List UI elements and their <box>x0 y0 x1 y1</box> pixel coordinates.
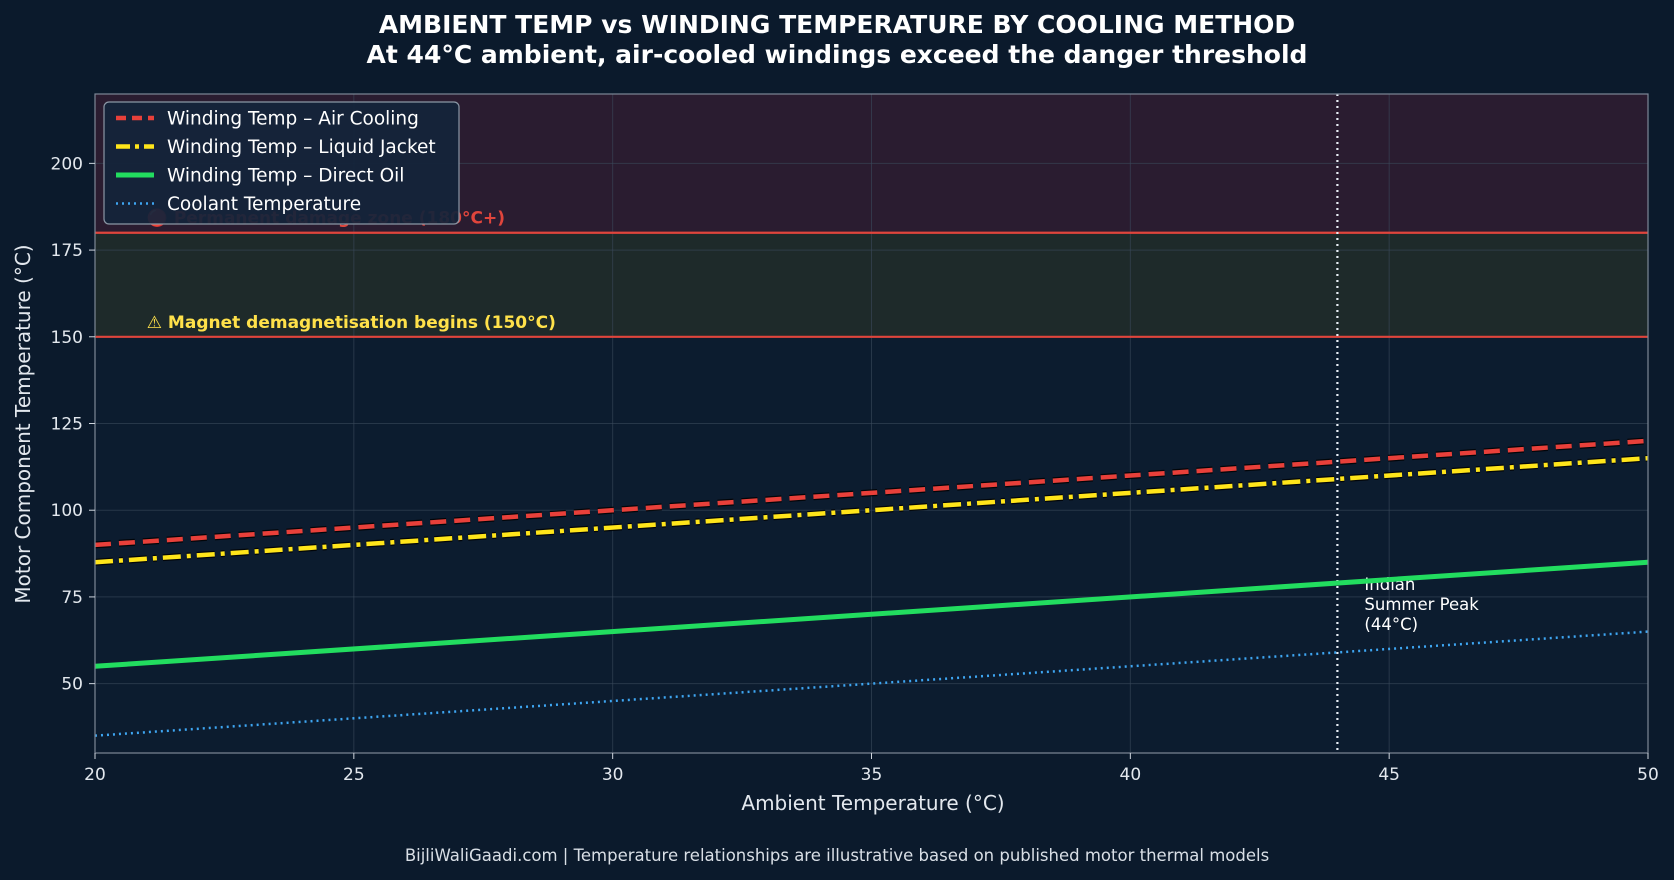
x-tick-label: 25 <box>343 765 365 785</box>
series-line-2 <box>94 559 1649 669</box>
y-tick-label: 175 <box>51 241 83 261</box>
demag-zone-label: ⚠ Magnet demagnetisation begins (150°C) <box>147 313 556 333</box>
footer-note: BijliWaliGaadi.com | Temperature relatio… <box>404 846 1270 865</box>
y-tick-label: 125 <box>51 415 83 435</box>
x-axis-label: Ambient Temperature (°C) <box>741 791 1004 815</box>
legend-label-3: Coolant Temperature <box>167 194 361 215</box>
y-tick-label: 150 <box>51 328 83 348</box>
series-line-0 <box>94 438 1649 548</box>
legend: Winding Temp – Air Cooling Winding Temp –… <box>103 101 460 225</box>
axes: 20 25 30 35 40 45 50 50 75 100 125 150 175 200 <box>51 93 1659 785</box>
y-tick-label: 200 <box>51 154 83 174</box>
y-tick-label: 50 <box>61 675 83 695</box>
legend-label-1: Winding Temp – Liquid Jacket <box>167 137 436 158</box>
x-tick-label: 35 <box>861 765 883 785</box>
y-axis-label: Motor Component Temperature (°C) <box>11 244 35 603</box>
x-tick-label: 30 <box>602 765 624 785</box>
legend-box <box>103 101 460 225</box>
x-tick-label: 50 <box>1637 765 1659 785</box>
series-line-1 <box>94 455 1649 565</box>
chart-title: AMBIENT TEMP vs WINDING TEMPERATURE BY C… <box>378 10 1296 39</box>
summer-peak-label: Summer Peak <box>1364 595 1479 614</box>
x-tick-label: 20 <box>84 765 106 785</box>
y-tick-label: 100 <box>51 501 83 521</box>
y-tick-label: 75 <box>61 588 83 608</box>
legend-label-2: Winding Temp – Direct Oil <box>167 166 404 187</box>
summer-peak-label: (44°C) <box>1364 615 1418 634</box>
series-line-3 <box>94 630 1649 737</box>
x-tick-label: 45 <box>1378 765 1400 785</box>
threshold-lines <box>95 231 1648 338</box>
x-tick-label: 40 <box>1120 765 1142 785</box>
series-lines <box>94 437 1649 737</box>
legend-label-0: Winding Temp – Air Cooling <box>167 109 419 130</box>
chart-subtitle: At 44°C ambient, air-cooled windings exc… <box>366 40 1308 69</box>
